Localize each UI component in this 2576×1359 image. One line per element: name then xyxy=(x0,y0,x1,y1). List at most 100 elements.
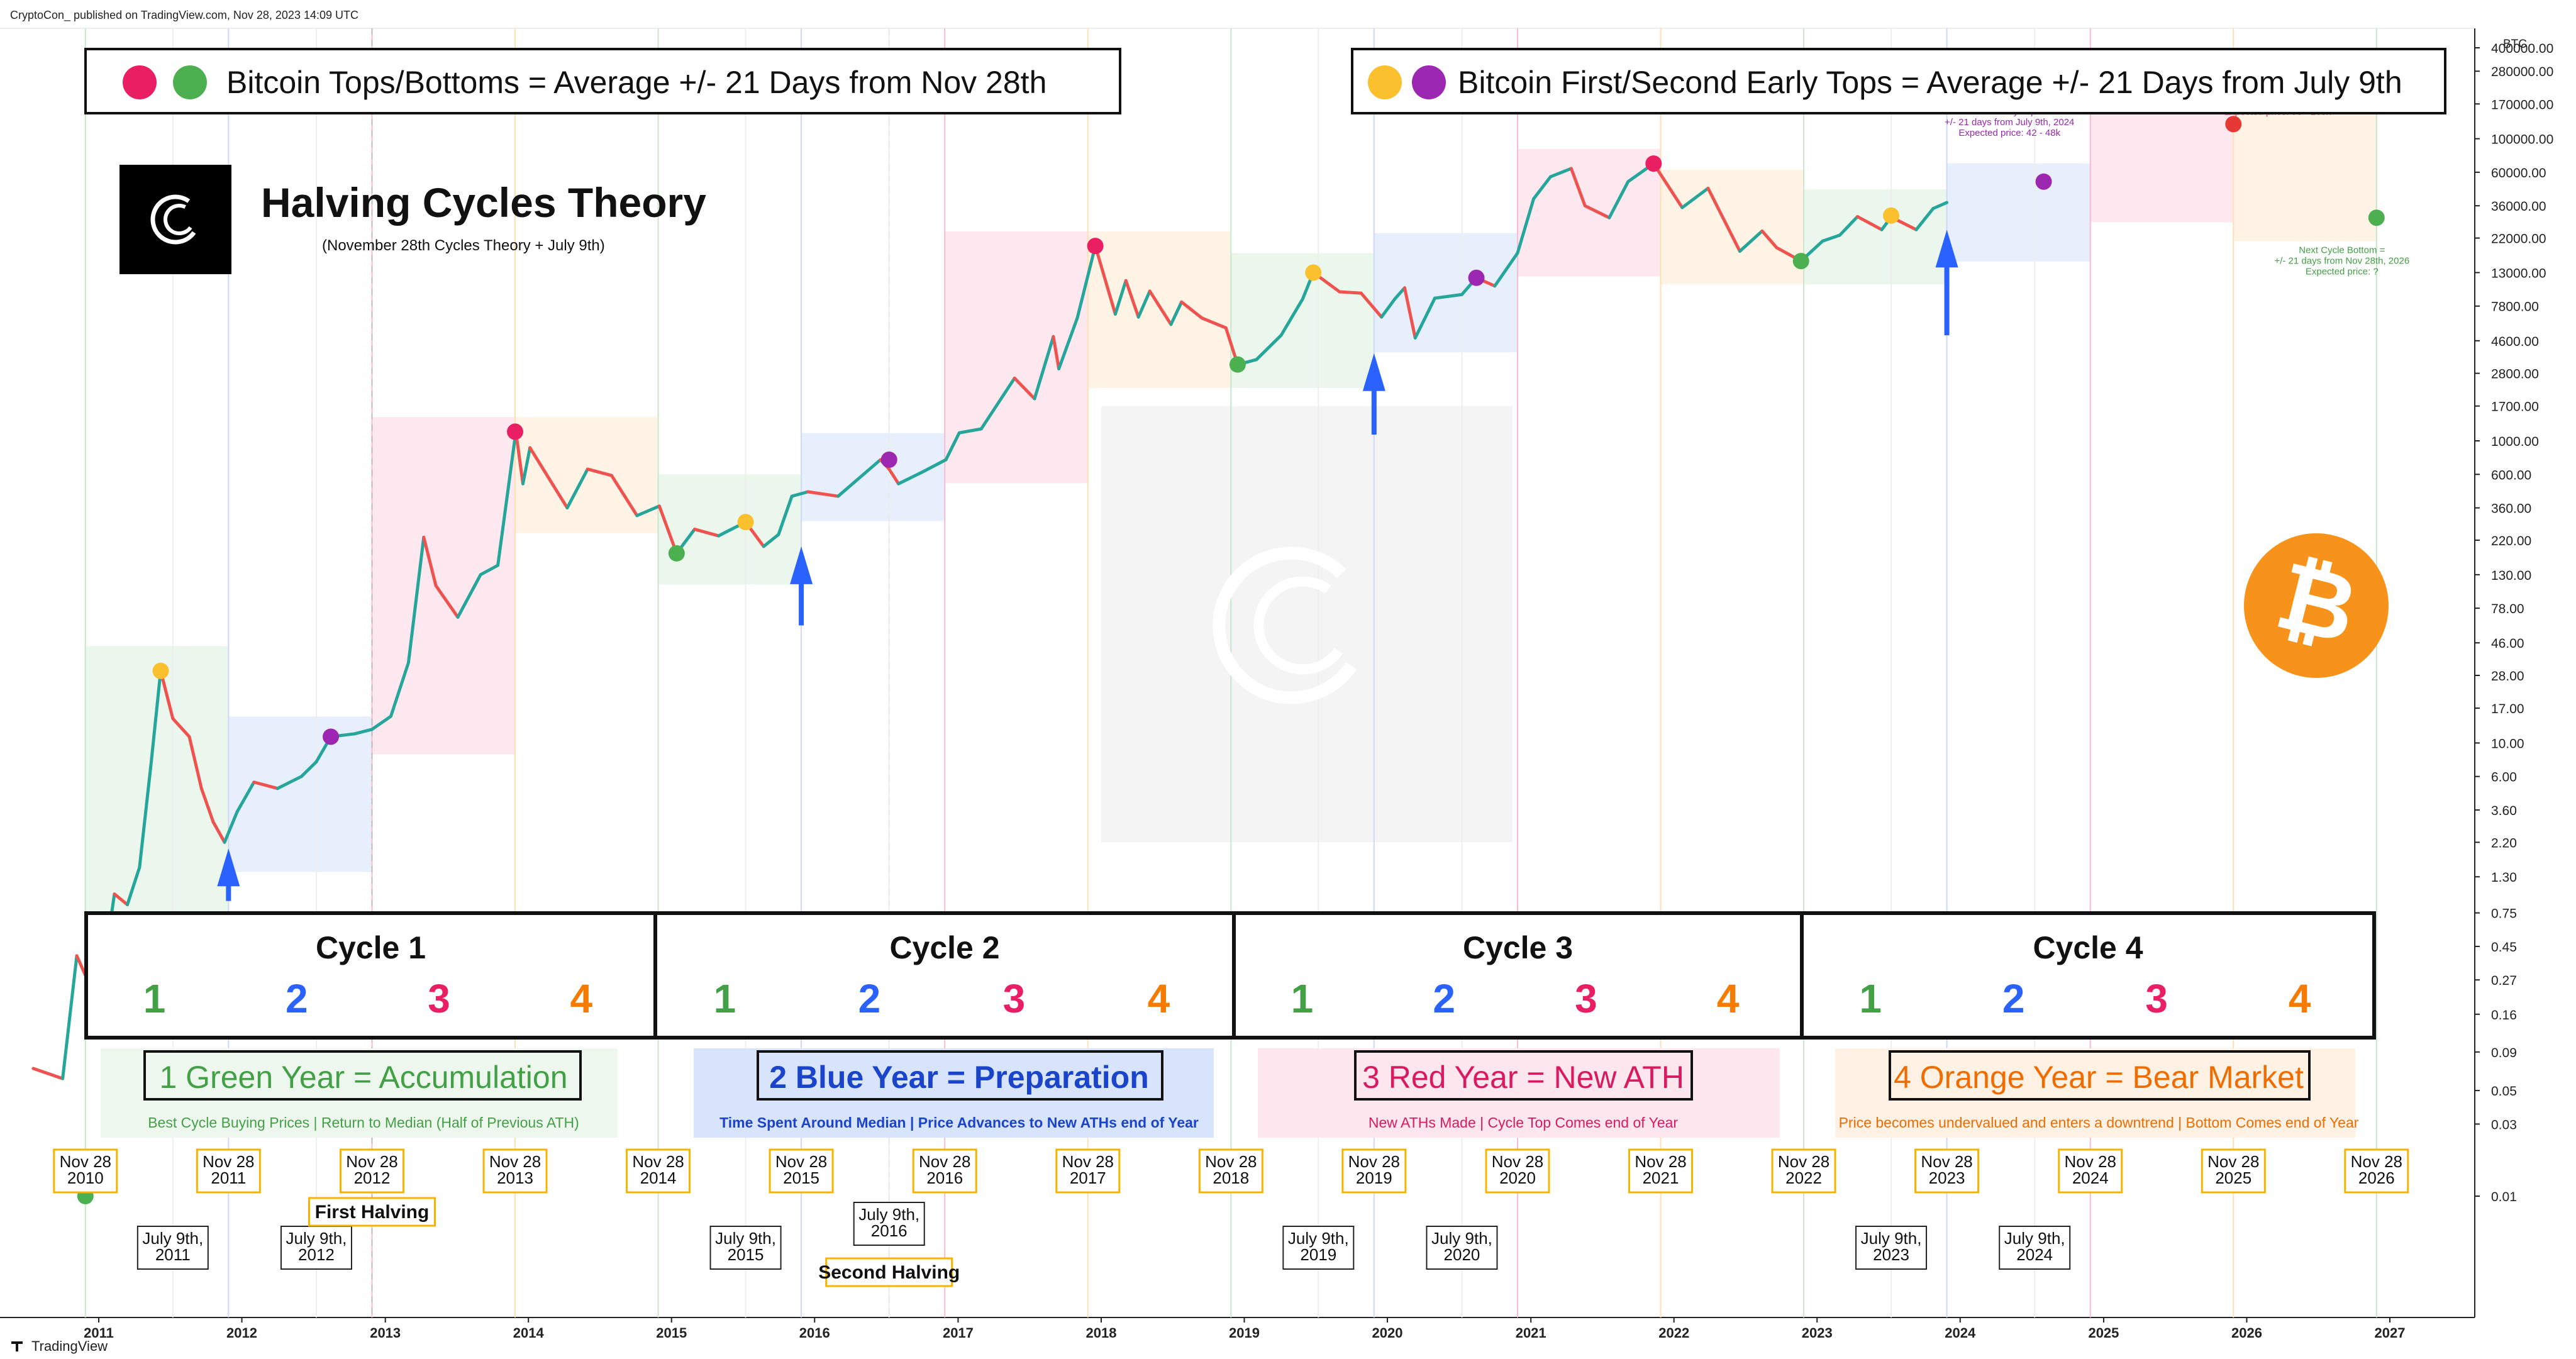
price-segment xyxy=(1169,300,1184,326)
price-segment xyxy=(1338,290,1363,295)
year-title-box xyxy=(1354,1050,1693,1101)
y-tick-label: 400000.00 xyxy=(2491,42,2553,56)
cycle-box xyxy=(1232,911,1804,1040)
cryptocon-logo-icon xyxy=(119,165,231,274)
july9-date-box xyxy=(709,1226,782,1270)
second-early-top-marker xyxy=(880,452,897,469)
x-tick-label: 2011 xyxy=(84,1325,114,1341)
x-tick-label: 2022 xyxy=(1658,1325,1689,1341)
cycle-bottom-marker xyxy=(1792,253,1809,270)
y-tick-label: 100000.00 xyxy=(2491,133,2553,147)
cycle-year-number: 4 xyxy=(2289,976,2311,1021)
july9-date-label: July 9th, 2020 xyxy=(1431,1229,1492,1264)
y-tick-label: 28.00 xyxy=(2491,669,2524,684)
price-segment xyxy=(1057,316,1079,370)
nov28-date-box xyxy=(482,1148,548,1194)
price-segment xyxy=(1380,297,1397,319)
price-segment xyxy=(635,504,661,518)
price-segment xyxy=(521,446,532,485)
cycle-year-number: 2 xyxy=(1433,976,1455,1021)
year-title-text: 2 Blue Year = Preparation xyxy=(769,1060,1149,1095)
cycle-bottom-annotation: Next Cycle Bottom = +/- 21 days from Nov … xyxy=(2274,245,2409,277)
legend-left-text: Bitcoin Tops/Bottoms = Average +/- 21 Da… xyxy=(226,65,1046,100)
x-tick-label: 2018 xyxy=(1085,1325,1116,1341)
price-segment xyxy=(223,810,239,844)
cycle-bottom-marker xyxy=(2368,209,2385,226)
nov28-date-label: Nov 28 2014 xyxy=(632,1152,684,1187)
price-segment xyxy=(1279,297,1304,337)
red-dot-icon xyxy=(123,65,157,99)
year-zone-box xyxy=(1231,253,1374,388)
price-segment xyxy=(1075,244,1097,320)
cycle-year-number: 2 xyxy=(2002,976,2025,1021)
nov28-date-box xyxy=(2058,1148,2123,1194)
nov28-date-label: Nov 28 2021 xyxy=(1635,1152,1686,1187)
nov28-date-box xyxy=(53,1148,118,1194)
y-tick-label: 0.75 xyxy=(2491,907,2517,921)
price-segment xyxy=(762,533,780,548)
year-zone-box xyxy=(1374,233,1518,353)
year-title-text: 1 Green Year = Accumulation xyxy=(159,1060,567,1095)
nov28-date-box xyxy=(339,1148,404,1194)
y-tick-label: 600.00 xyxy=(2491,468,2531,482)
price-segment xyxy=(1738,229,1764,253)
price-segment xyxy=(806,490,840,498)
price-segment xyxy=(1855,214,1884,231)
y-tick-label: 10.00 xyxy=(2491,736,2524,751)
cycle-label: Cycle 3 xyxy=(1463,930,1573,965)
nov28-date-label: Nov 28 2011 xyxy=(203,1152,254,1187)
nov28-date-label: Nov 28 2024 xyxy=(2065,1152,2116,1187)
y-tick-label: 22000.00 xyxy=(2491,232,2546,247)
x-tick-label: 2024 xyxy=(1945,1325,1976,1341)
nov28-date-box xyxy=(1198,1148,1263,1194)
cycle-label: Cycle 4 xyxy=(2033,930,2143,965)
first-early-top-marker xyxy=(1305,264,1322,281)
july9-date-box xyxy=(1426,1226,1498,1270)
price-segment xyxy=(299,760,318,779)
price-segment xyxy=(434,584,460,619)
price-segment xyxy=(1200,316,1228,330)
price-segment xyxy=(920,458,948,474)
july9-date-label: July 9th, 2011 xyxy=(142,1229,203,1264)
year-description-text: Price becomes undervalued and enters a d… xyxy=(1839,1114,2359,1131)
price-segment xyxy=(693,528,721,538)
nov28-date-box xyxy=(1771,1148,1836,1194)
price-segment xyxy=(944,431,961,462)
july9-date-label: July 9th, 2012 xyxy=(286,1229,347,1264)
up-arrow-icon xyxy=(790,546,813,626)
y-tick-label: 0.01 xyxy=(2491,1190,2517,1204)
y-tick-label: 0.09 xyxy=(2491,1046,2517,1060)
x-tick-label: 2027 xyxy=(2375,1325,2406,1341)
y-tick-label: 0.05 xyxy=(2491,1084,2517,1099)
x-tick-label: 2026 xyxy=(2231,1325,2262,1341)
price-segment xyxy=(1607,180,1630,219)
year-title-box xyxy=(143,1050,582,1101)
nov28-date-label: Nov 28 2026 xyxy=(2351,1152,2402,1187)
cycle-label: Cycle 1 xyxy=(316,930,426,965)
nov28-date-label: Nov 28 2013 xyxy=(489,1152,541,1187)
up-arrow-icon xyxy=(1935,230,1958,336)
x-tick-label: 2020 xyxy=(1372,1325,1403,1341)
price-segment xyxy=(528,446,552,482)
nov28-date-label: Nov 28 2010 xyxy=(60,1152,111,1187)
y-tick-label: 0.45 xyxy=(2491,940,2517,955)
year-description-panel xyxy=(694,1048,1214,1138)
year-title-text: 4 Orange Year = Bear Market xyxy=(1894,1060,2304,1095)
y-tick-label: 130.00 xyxy=(2491,569,2531,583)
footer-brand: TradingView xyxy=(31,1338,108,1354)
july9-date-box xyxy=(853,1202,925,1246)
price-segment xyxy=(1821,233,1841,243)
y-tick-label: 3.60 xyxy=(2491,804,2517,818)
price-segment xyxy=(565,467,589,510)
price-segment xyxy=(836,458,882,498)
y-tick-label: 0.16 xyxy=(2491,1008,2517,1023)
price-segment xyxy=(887,467,901,485)
price-segment xyxy=(957,427,983,435)
y-tick-label: 17.00 xyxy=(2491,702,2524,716)
first-early-top-marker xyxy=(152,662,169,679)
price-segment xyxy=(1680,186,1710,209)
first-early-top-marker xyxy=(737,514,754,531)
y-tick-label: 220.00 xyxy=(2491,534,2531,548)
chart-subtitle: (November 28th Cycles Theory + July 9th) xyxy=(322,237,605,254)
